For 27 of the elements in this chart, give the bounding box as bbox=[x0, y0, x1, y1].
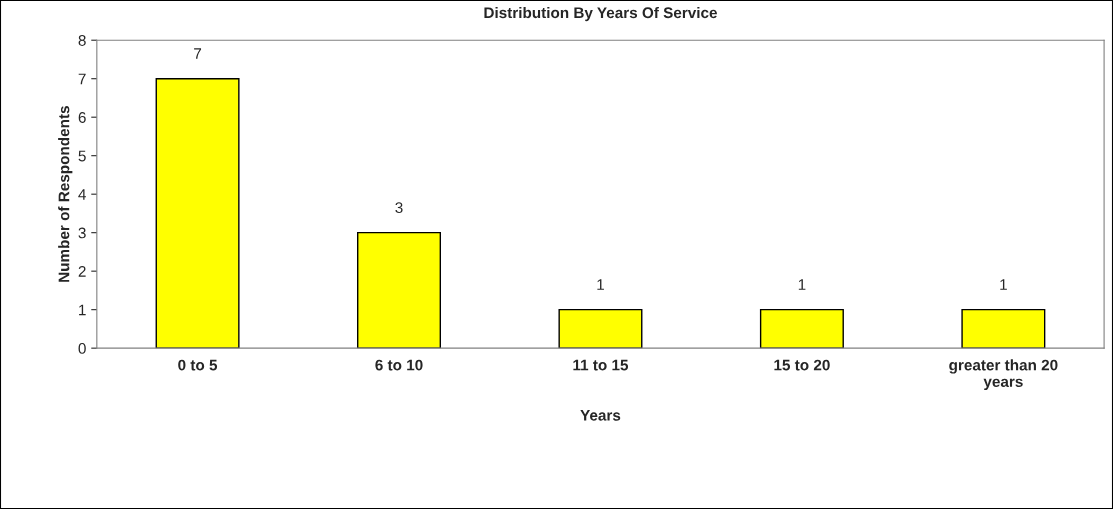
y-tick-label: 3 bbox=[78, 227, 86, 239]
y-tick-label: 5 bbox=[78, 150, 86, 162]
y-tick-label: 6 bbox=[78, 112, 86, 123]
y-axis-title: Number of Respondents bbox=[58, 106, 73, 282]
data-label: 1 bbox=[1000, 279, 1007, 290]
x-tick-label: 0 to 5 bbox=[178, 359, 218, 371]
x-axis-title: Years bbox=[580, 410, 621, 421]
data-label: 1 bbox=[597, 279, 604, 290]
x-tick-label: 11 to 15 bbox=[573, 359, 629, 371]
y-tick-label: 4 bbox=[78, 189, 86, 200]
x-tick-label: 6 to 10 bbox=[375, 359, 423, 371]
bar bbox=[155, 78, 240, 349]
bar bbox=[558, 308, 643, 349]
bar bbox=[759, 308, 844, 349]
y-tick-label: 0 bbox=[78, 343, 86, 354]
data-label: 1 bbox=[798, 279, 806, 290]
bar bbox=[357, 231, 442, 349]
x-tick-label: greater than 20 years bbox=[949, 359, 1058, 391]
y-tick-label: 7 bbox=[78, 73, 86, 85]
y-tick-label: 2 bbox=[78, 266, 86, 277]
y-tick-label: 8 bbox=[78, 35, 86, 46]
data-label: 7 bbox=[194, 48, 202, 59]
x-tick-label: 15 to 20 bbox=[774, 359, 830, 371]
chart-title: Distribution By Years Of Service bbox=[484, 6, 717, 22]
data-label: 3 bbox=[395, 202, 403, 213]
bar bbox=[961, 308, 1046, 349]
y-tick-label: 1 bbox=[79, 304, 86, 316]
